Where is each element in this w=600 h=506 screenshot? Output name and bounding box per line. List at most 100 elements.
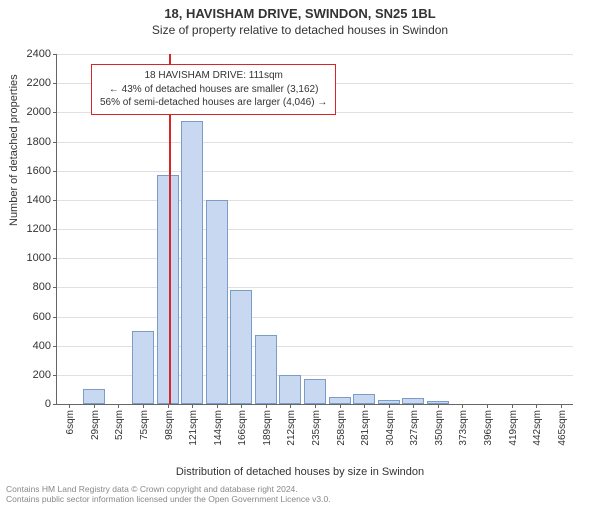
histogram-bar (83, 389, 105, 404)
y-tick-mark (53, 83, 57, 84)
y-tick-label: 1600 (27, 165, 51, 177)
x-tick-mark (290, 404, 291, 408)
x-tick-mark (462, 404, 463, 408)
plot-area: 18 HAVISHAM DRIVE: 111sqm ← 43% of detac… (56, 54, 573, 405)
x-tick-label: 442sqm (532, 410, 543, 446)
gridline (57, 171, 573, 172)
y-tick-label: 400 (33, 340, 51, 352)
gridline (57, 200, 573, 201)
x-tick-label: 465sqm (557, 410, 568, 446)
gridline (57, 287, 573, 288)
histogram-bar (304, 379, 326, 404)
histogram-chart: 18 HAVISHAM DRIVE: 111sqm ← 43% of detac… (56, 54, 572, 404)
x-tick-label: 373sqm (458, 410, 469, 446)
y-axis-label: Number of detached properties (8, 74, 20, 226)
x-axis-label: Distribution of detached houses by size … (0, 466, 600, 478)
histogram-bar (353, 394, 375, 404)
x-tick-label: 212sqm (286, 410, 297, 446)
x-tick-mark (266, 404, 267, 408)
x-tick-label: 29sqm (90, 410, 101, 440)
x-tick-mark (438, 404, 439, 408)
x-tick-mark (192, 404, 193, 408)
x-tick-label: 327sqm (409, 410, 420, 446)
y-tick-mark (53, 317, 57, 318)
histogram-bar (255, 335, 277, 404)
x-tick-label: 304sqm (385, 410, 396, 446)
x-tick-mark (487, 404, 488, 408)
y-tick-label: 1000 (27, 252, 51, 264)
footer-line-2: Contains public sector information licen… (6, 494, 331, 504)
x-tick-mark (364, 404, 365, 408)
y-tick-label: 1200 (27, 223, 51, 235)
info-line-1: 18 HAVISHAM DRIVE: 111sqm (100, 69, 327, 83)
gridline (57, 317, 573, 318)
histogram-bar (157, 175, 179, 404)
y-tick-mark (53, 346, 57, 347)
x-tick-label: 121sqm (188, 410, 199, 446)
highlight-annotation-box: 18 HAVISHAM DRIVE: 111sqm ← 43% of detac… (91, 64, 336, 115)
x-tick-label: 235sqm (311, 410, 322, 446)
copyright-footer: Contains HM Land Registry data © Crown c… (6, 484, 331, 504)
x-tick-mark (217, 404, 218, 408)
x-tick-mark (561, 404, 562, 408)
gridline (57, 229, 573, 230)
y-tick-label: 1400 (27, 194, 51, 206)
gridline (57, 258, 573, 259)
y-tick-label: 2400 (27, 48, 51, 60)
x-tick-label: 258sqm (336, 410, 347, 446)
info-line-2: ← 43% of detached houses are smaller (3,… (100, 83, 327, 97)
y-tick-mark (53, 142, 57, 143)
x-tick-label: 144sqm (213, 410, 224, 446)
x-tick-label: 350sqm (434, 410, 445, 446)
x-tick-mark (69, 404, 70, 408)
x-tick-mark (512, 404, 513, 408)
y-tick-label: 800 (33, 281, 51, 293)
x-tick-label: 281sqm (360, 410, 371, 446)
x-tick-label: 6sqm (65, 410, 76, 434)
y-tick-mark (53, 258, 57, 259)
y-tick-mark (53, 112, 57, 113)
page-subtitle: Size of property relative to detached ho… (0, 23, 600, 37)
histogram-bar (230, 290, 252, 404)
histogram-bar (279, 375, 301, 404)
histogram-bar (181, 121, 203, 404)
y-tick-label: 0 (45, 398, 51, 410)
x-tick-label: 396sqm (483, 410, 494, 446)
y-tick-mark (53, 54, 57, 55)
info-line-3: 56% of semi-detached houses are larger (… (100, 96, 327, 110)
histogram-bar (132, 331, 154, 404)
gridline (57, 142, 573, 143)
y-tick-mark (53, 287, 57, 288)
x-tick-mark (536, 404, 537, 408)
y-tick-mark (53, 171, 57, 172)
x-tick-mark (340, 404, 341, 408)
page-title: 18, HAVISHAM DRIVE, SWINDON, SN25 1BL (0, 6, 600, 21)
x-tick-mark (168, 404, 169, 408)
x-tick-label: 419sqm (508, 410, 519, 446)
y-tick-label: 2200 (27, 77, 51, 89)
y-tick-label: 200 (33, 369, 51, 381)
x-tick-mark (389, 404, 390, 408)
y-tick-label: 2000 (27, 106, 51, 118)
y-tick-mark (53, 404, 57, 405)
histogram-bar (206, 200, 228, 404)
x-tick-mark (315, 404, 316, 408)
y-tick-label: 600 (33, 311, 51, 323)
y-tick-mark (53, 229, 57, 230)
y-tick-label: 1800 (27, 136, 51, 148)
x-tick-mark (143, 404, 144, 408)
x-tick-mark (413, 404, 414, 408)
x-tick-label: 52sqm (114, 410, 125, 440)
x-tick-mark (94, 404, 95, 408)
x-tick-mark (241, 404, 242, 408)
x-tick-label: 166sqm (237, 410, 248, 446)
x-tick-label: 189sqm (262, 410, 273, 446)
y-tick-mark (53, 375, 57, 376)
x-tick-label: 75sqm (139, 410, 150, 440)
gridline (57, 54, 573, 55)
y-tick-mark (53, 200, 57, 201)
histogram-bar (329, 397, 351, 404)
x-tick-mark (118, 404, 119, 408)
x-tick-label: 98sqm (164, 410, 175, 440)
footer-line-1: Contains HM Land Registry data © Crown c… (6, 484, 331, 494)
